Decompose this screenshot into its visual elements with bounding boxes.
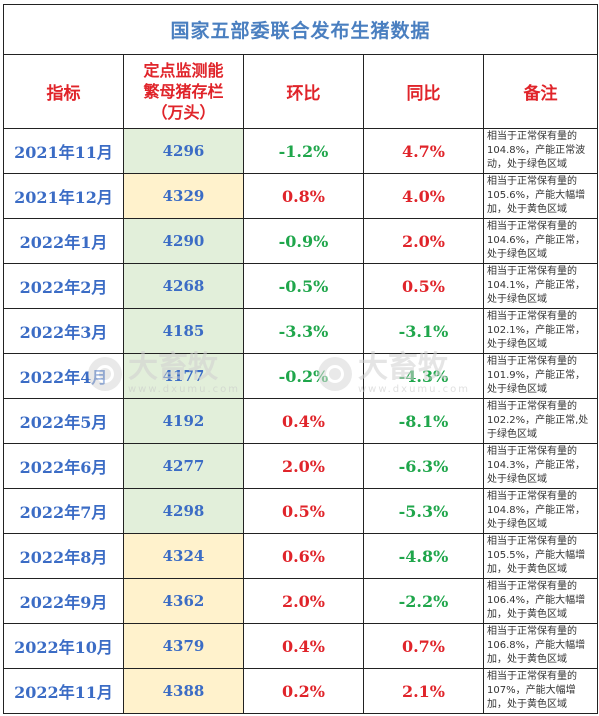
stock-cell: 4329 bbox=[123, 173, 244, 219]
mom-cell: 2.0% bbox=[243, 443, 364, 489]
stock-cell: 4268 bbox=[123, 263, 244, 309]
month-cell: 2022年6月 bbox=[3, 443, 124, 489]
table-row: 2022年4月 4177 -0.2% -4.3% 相当于正常保有量的101.9%，产能正… bbox=[3, 353, 598, 399]
yoy-cell: -2.2% bbox=[363, 578, 484, 624]
month-cell: 2022年4月 bbox=[3, 353, 124, 399]
table-row: 2022年6月 4277 2.0% -6.3% 相当于正常保有量的104.3%，产能正常… bbox=[3, 443, 598, 489]
note-cell: 相当于正常保有量的102.1%，产能正常，处于绿色区域 bbox=[483, 308, 598, 354]
pig-data-table: 国家五部委联合发布生猪数据 指标 定点监测能 繁母猪存栏 （万头） 环比 同比 … bbox=[3, 4, 598, 714]
yoy-cell: -3.1% bbox=[363, 308, 484, 354]
header-note: 备注 bbox=[483, 54, 598, 129]
month-cell: 2022年9月 bbox=[3, 578, 124, 624]
stock-cell: 4379 bbox=[123, 623, 244, 669]
table-row: 2021年12月 4329 0.8% 4.0% 相当于正常保有量的105.6%，产能大幅… bbox=[3, 173, 598, 219]
note-cell: 相当于正常保有量的104.6%，产能正常，处于绿色区域 bbox=[483, 218, 598, 264]
mom-cell: -3.3% bbox=[243, 308, 364, 354]
yoy-cell: 4.0% bbox=[363, 173, 484, 219]
table-row: 2022年7月 4298 0.5% -5.3% 相当于正常保有量的104.8%，产能正常… bbox=[3, 488, 598, 534]
stock-cell: 4192 bbox=[123, 398, 244, 444]
header-yoy: 同比 bbox=[363, 54, 484, 129]
table-row: 2022年10月 4379 0.4% 0.7% 相当于正常保有量的106.8%，产能大幅… bbox=[3, 623, 598, 669]
mom-cell: 0.6% bbox=[243, 533, 364, 579]
mom-cell: 0.8% bbox=[243, 173, 364, 219]
mom-cell: -1.2% bbox=[243, 128, 364, 174]
mom-cell: 0.2% bbox=[243, 668, 364, 714]
month-cell: 2021年11月 bbox=[3, 128, 124, 174]
table-row: 2022年11月 4388 0.2% 2.1% 相当于正常保有量的107%，产能大幅增加… bbox=[3, 668, 598, 714]
table-row: 2022年8月 4324 0.6% -4.8% 相当于正常保有量的105.5%，产能大幅… bbox=[3, 533, 598, 579]
yoy-cell: 0.5% bbox=[363, 263, 484, 309]
yoy-cell: -4.8% bbox=[363, 533, 484, 579]
mom-cell: 0.4% bbox=[243, 623, 364, 669]
header-mom: 环比 bbox=[243, 54, 364, 129]
stock-cell: 4185 bbox=[123, 308, 244, 354]
stock-cell: 4277 bbox=[123, 443, 244, 489]
stock-cell: 4388 bbox=[123, 668, 244, 714]
note-cell: 相当于正常保有量的104.1%，产能正常，处于绿色区域 bbox=[483, 263, 598, 309]
note-cell: 相当于正常保有量的104.8%，产能正常，处于绿色区域 bbox=[483, 488, 598, 534]
yoy-cell: 0.7% bbox=[363, 623, 484, 669]
stock-cell: 4324 bbox=[123, 533, 244, 579]
mom-cell: 0.5% bbox=[243, 488, 364, 534]
table-row: 2022年5月 4192 0.4% -8.1% 相当于正常保有量的102.2%，产能正常… bbox=[3, 398, 598, 444]
yoy-cell: 4.7% bbox=[363, 128, 484, 174]
yoy-cell: -8.1% bbox=[363, 398, 484, 444]
month-cell: 2022年10月 bbox=[3, 623, 124, 669]
table-row: 2022年2月 4268 -0.5% 0.5% 相当于正常保有量的104.1%，产能正常… bbox=[3, 263, 598, 309]
month-cell: 2021年12月 bbox=[3, 173, 124, 219]
note-cell: 相当于正常保有量的104.8%，产能正常波动，处于绿色区域 bbox=[483, 128, 598, 174]
yoy-cell: -5.3% bbox=[363, 488, 484, 534]
stock-cell: 4290 bbox=[123, 218, 244, 264]
month-cell: 2022年3月 bbox=[3, 308, 124, 354]
header-indicator: 指标 bbox=[3, 54, 124, 129]
month-cell: 2022年11月 bbox=[3, 668, 124, 714]
header-stock: 定点监测能 繁母猪存栏 （万头） bbox=[123, 54, 244, 129]
note-cell: 相当于正常保有量的104.3%，产能正常，处于绿色区域 bbox=[483, 443, 598, 489]
mom-cell: -0.9% bbox=[243, 218, 364, 264]
stock-cell: 4296 bbox=[123, 128, 244, 174]
stock-cell: 4177 bbox=[123, 353, 244, 399]
stock-cell: 4362 bbox=[123, 578, 244, 624]
mom-cell: 0.4% bbox=[243, 398, 364, 444]
table-title: 国家五部委联合发布生猪数据 bbox=[3, 4, 598, 55]
note-cell: 相当于正常保有量的105.5%，产能大幅增加，处于黄色区域 bbox=[483, 533, 598, 579]
mom-cell: 2.0% bbox=[243, 578, 364, 624]
table-row: 2022年1月 4290 -0.9% 2.0% 相当于正常保有量的104.6%，产能正常… bbox=[3, 218, 598, 264]
note-cell: 相当于正常保有量的102.2%，产能正常,处于绿色区域 bbox=[483, 398, 598, 444]
yoy-cell: -6.3% bbox=[363, 443, 484, 489]
table-row: 2022年9月 4362 2.0% -2.2% 相当于正常保有量的106.4%，产能大幅… bbox=[3, 578, 598, 624]
month-cell: 2022年7月 bbox=[3, 488, 124, 534]
month-cell: 2022年2月 bbox=[3, 263, 124, 309]
yoy-cell: 2.0% bbox=[363, 218, 484, 264]
header-stock-line2: 繁母猪存栏 bbox=[143, 82, 224, 101]
table-row: 2022年3月 4185 -3.3% -3.1% 相当于正常保有量的102.1%，产能正… bbox=[3, 308, 598, 354]
yoy-cell: -4.3% bbox=[363, 353, 484, 399]
header-stock-line1: 定点监测能 bbox=[143, 61, 224, 80]
table-row: 2021年11月 4296 -1.2% 4.7% 相当于正常保有量的104.8%，产能正… bbox=[3, 128, 598, 174]
note-cell: 相当于正常保有量的106.4%，产能大幅增加，处于黄色区域 bbox=[483, 578, 598, 624]
month-cell: 2022年8月 bbox=[3, 533, 124, 579]
mom-cell: -0.5% bbox=[243, 263, 364, 309]
mom-cell: -0.2% bbox=[243, 353, 364, 399]
note-cell: 相当于正常保有量的105.6%，产能大幅增加，处于黄色区域 bbox=[483, 173, 598, 219]
yoy-cell: 2.1% bbox=[363, 668, 484, 714]
header-stock-line3: （万头） bbox=[151, 103, 216, 122]
note-cell: 相当于正常保有量的106.8%，产能大幅增加，处于黄色区域 bbox=[483, 623, 598, 669]
month-cell: 2022年5月 bbox=[3, 398, 124, 444]
stock-cell: 4298 bbox=[123, 488, 244, 534]
note-cell: 相当于正常保有量的101.9%，产能正常，处于绿色区域 bbox=[483, 353, 598, 399]
month-cell: 2022年1月 bbox=[3, 218, 124, 264]
note-cell: 相当于正常保有量的107%，产能大幅增加，处于黄色区域 bbox=[483, 668, 598, 714]
